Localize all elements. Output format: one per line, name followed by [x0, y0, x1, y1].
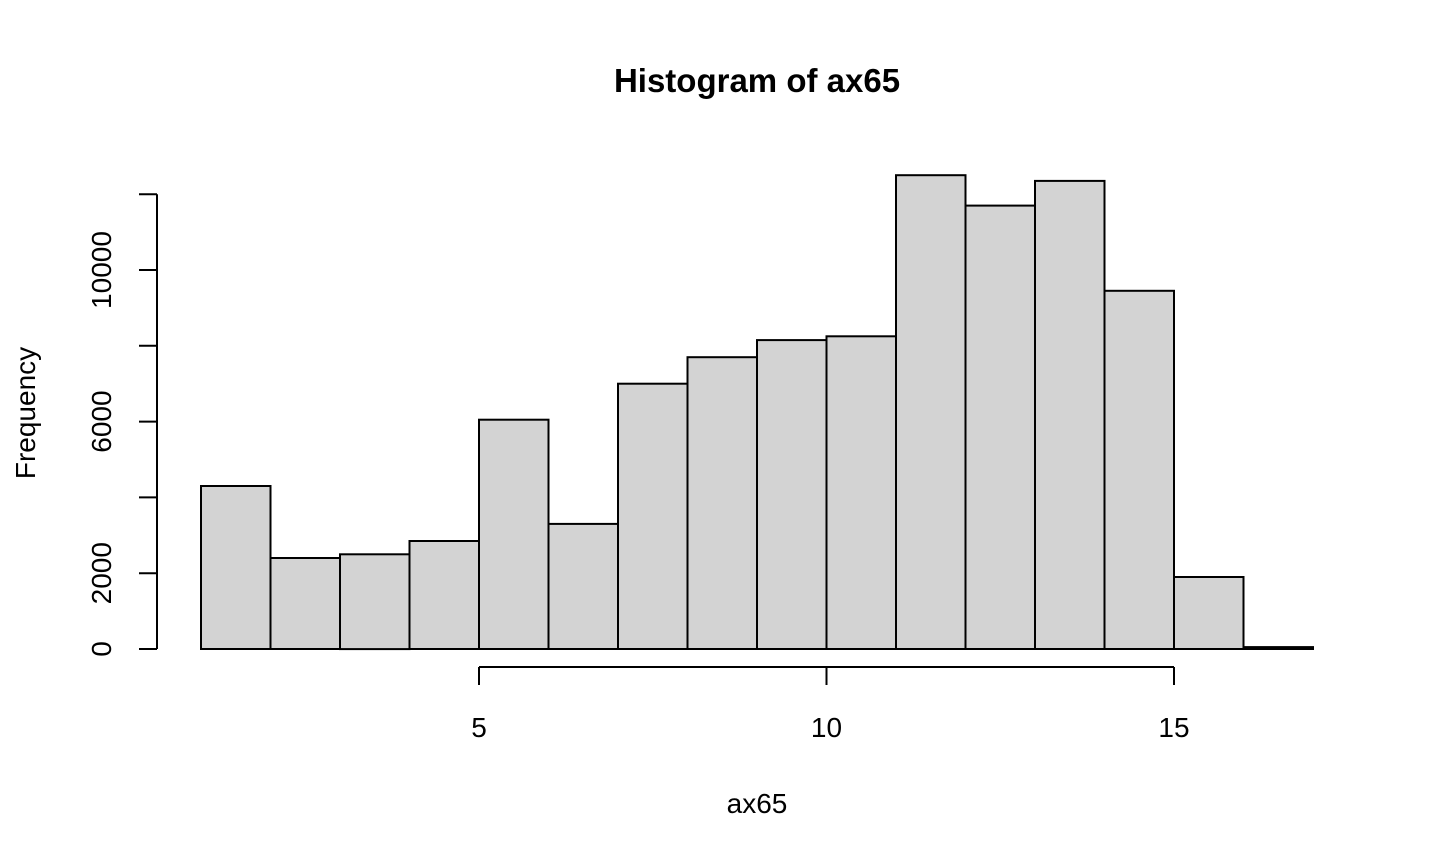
- y-tick-label: 10000: [86, 231, 117, 309]
- histogram-bar: [269, 557, 341, 650]
- y-tick-label: 0: [86, 641, 117, 657]
- histogram-bar: [964, 204, 1036, 650]
- histogram-bar: [756, 339, 828, 650]
- histogram-bar: [339, 553, 411, 651]
- y-tick-label: 6000: [86, 390, 117, 452]
- y-tick-label: 2000: [86, 542, 117, 604]
- x-tick-label: 10: [811, 712, 842, 743]
- histogram-bar: [547, 522, 619, 651]
- x-axis: 5 10 15: [471, 666, 1190, 743]
- histogram-bar: [1103, 289, 1175, 650]
- histogram-bar: [1034, 179, 1106, 650]
- chart-title: Histogram of ax65: [614, 62, 900, 99]
- x-tick-label: 15: [1158, 712, 1189, 743]
- histogram-bar: [686, 356, 758, 650]
- histogram-bar: [825, 335, 897, 650]
- x-tick-label: 5: [471, 712, 487, 743]
- histogram-bar: [200, 485, 272, 650]
- x-axis-label: ax65: [727, 788, 788, 819]
- y-axis: 0 2000 6000 10000: [86, 193, 158, 657]
- bars-group: [200, 174, 1314, 651]
- histogram-bar: [1242, 646, 1314, 650]
- histogram-bar: [478, 418, 550, 651]
- histogram-bar: [895, 174, 967, 650]
- histogram-bar: [408, 540, 480, 650]
- histogram-bar: [1173, 576, 1245, 650]
- y-axis-label: Frequency: [10, 347, 41, 479]
- histogram-bar: [617, 382, 689, 650]
